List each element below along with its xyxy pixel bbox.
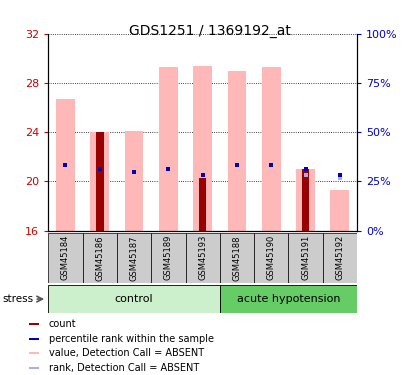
Text: count: count (49, 319, 76, 329)
Bar (302, 169, 309, 231)
Bar (125, 131, 144, 231)
Bar (193, 66, 212, 231)
Text: GSM45190: GSM45190 (267, 235, 276, 280)
Bar (323, 232, 357, 283)
Bar (117, 232, 151, 283)
Text: GSM45187: GSM45187 (129, 235, 139, 280)
Bar (186, 232, 220, 283)
Text: control: control (115, 294, 153, 304)
Bar (151, 232, 186, 283)
Text: percentile rank within the sample: percentile rank within the sample (49, 334, 214, 344)
Text: rank, Detection Call = ABSENT: rank, Detection Call = ABSENT (49, 363, 199, 373)
Bar (296, 169, 315, 231)
Bar (29, 352, 39, 354)
Bar (254, 232, 289, 283)
Bar (29, 323, 39, 325)
Text: GSM45191: GSM45191 (301, 235, 310, 280)
Bar (83, 232, 117, 283)
Bar (48, 232, 83, 283)
Bar (331, 190, 349, 231)
Bar (228, 70, 247, 231)
Text: acute hypotension: acute hypotension (236, 294, 340, 304)
Bar (96, 132, 103, 231)
Bar (56, 99, 75, 231)
Bar (220, 285, 357, 313)
Bar (159, 67, 178, 231)
Bar (29, 338, 39, 340)
Text: GSM45193: GSM45193 (198, 235, 207, 280)
Bar (48, 285, 220, 313)
Text: value, Detection Call = ABSENT: value, Detection Call = ABSENT (49, 348, 204, 358)
Text: GSM45184: GSM45184 (61, 235, 70, 280)
Text: GSM45192: GSM45192 (335, 235, 344, 280)
Bar (90, 132, 109, 231)
Text: stress: stress (2, 294, 33, 304)
Bar (220, 232, 254, 283)
Bar (262, 67, 281, 231)
Text: GDS1251 / 1369192_at: GDS1251 / 1369192_at (129, 24, 291, 38)
Bar (289, 232, 323, 283)
Text: GSM45188: GSM45188 (232, 235, 241, 280)
Text: GSM45189: GSM45189 (164, 235, 173, 280)
Bar (199, 178, 206, 231)
Bar (29, 367, 39, 369)
Text: GSM45186: GSM45186 (95, 235, 104, 280)
